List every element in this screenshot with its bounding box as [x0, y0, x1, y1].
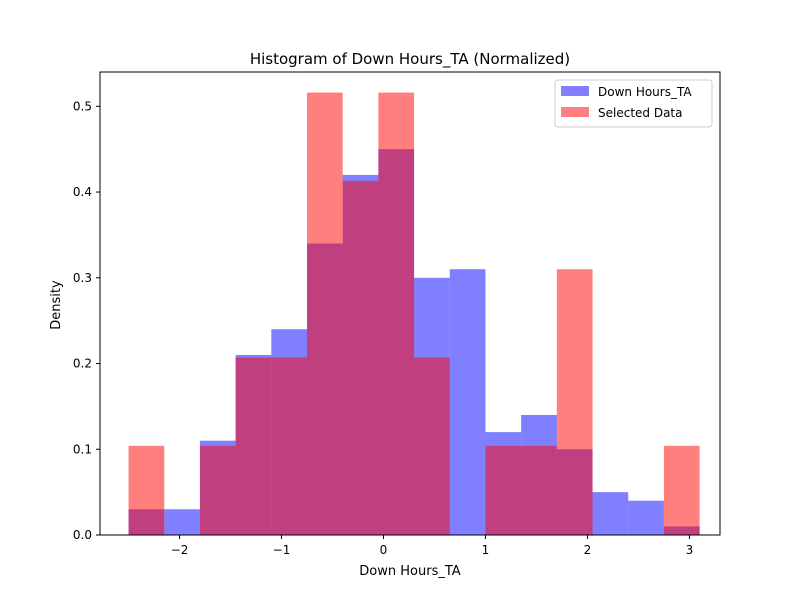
- bar-series-0-bin-1: [164, 509, 200, 535]
- y-tick-label-4: 0.4: [73, 185, 92, 199]
- legend-box: [554, 79, 713, 128]
- y-tick-label-3: 0.3: [73, 271, 92, 285]
- y-tick-label-2: 0.2: [73, 357, 92, 371]
- bars-layer: [128, 92, 700, 536]
- bar-series-1-bin-11: [521, 445, 557, 535]
- bar-series-1-bin-4: [271, 357, 308, 535]
- bar-series-1-bin-10: [485, 445, 522, 535]
- y-axis-label: Density: [49, 280, 64, 330]
- legend: Down Hours_TA Selected Data: [554, 79, 713, 128]
- bar-series-0-bin-14: [628, 500, 664, 535]
- plot-frame: [99, 71, 721, 536]
- x-tick-label-1: −1: [273, 543, 291, 557]
- y-tick-label-0: 0.0: [73, 528, 92, 542]
- x-tick-label-0: −2: [171, 543, 189, 557]
- bar-series-0-bin-9: [449, 269, 486, 535]
- bar-series-1-bin-3: [235, 357, 272, 535]
- bar-series-1-bin-12: [556, 269, 593, 535]
- axes-layer: −2 −1 0 1 2 3 0.0 0.1 0.2 0.3 0.4 0.5: [73, 71, 721, 557]
- bar-series-1-bin-2: [199, 445, 236, 535]
- x-tick-label-3: 1: [482, 543, 490, 557]
- y-tick-label-5: 0.5: [73, 99, 92, 113]
- bar-series-1-bin-0: [128, 445, 165, 535]
- y-tick-label-1: 0.1: [73, 442, 92, 456]
- legend-label-1: Selected Data: [598, 106, 683, 120]
- bar-series-1-bin-8: [414, 357, 450, 535]
- legend-swatch-1: [561, 107, 589, 117]
- legend-label-0: Down Hours_TA: [598, 85, 692, 99]
- x-tick-label-4: 2: [584, 543, 592, 557]
- bar-series-1-bin-7: [378, 92, 415, 536]
- x-axis-label: Down Hours_TA: [359, 564, 460, 579]
- x-tick-label-5: 3: [686, 543, 694, 557]
- bar-series-1-bin-5: [307, 92, 343, 536]
- x-tick-label-2: 0: [380, 543, 388, 557]
- legend-swatch-0: [561, 86, 589, 96]
- bar-series-0-bin-13: [592, 492, 629, 535]
- chart-title: Histogram of Down Hours_TA (Normalized): [250, 50, 570, 69]
- bar-series-1-bin-6: [342, 180, 379, 535]
- bar-series-1-bin-15: [663, 445, 700, 535]
